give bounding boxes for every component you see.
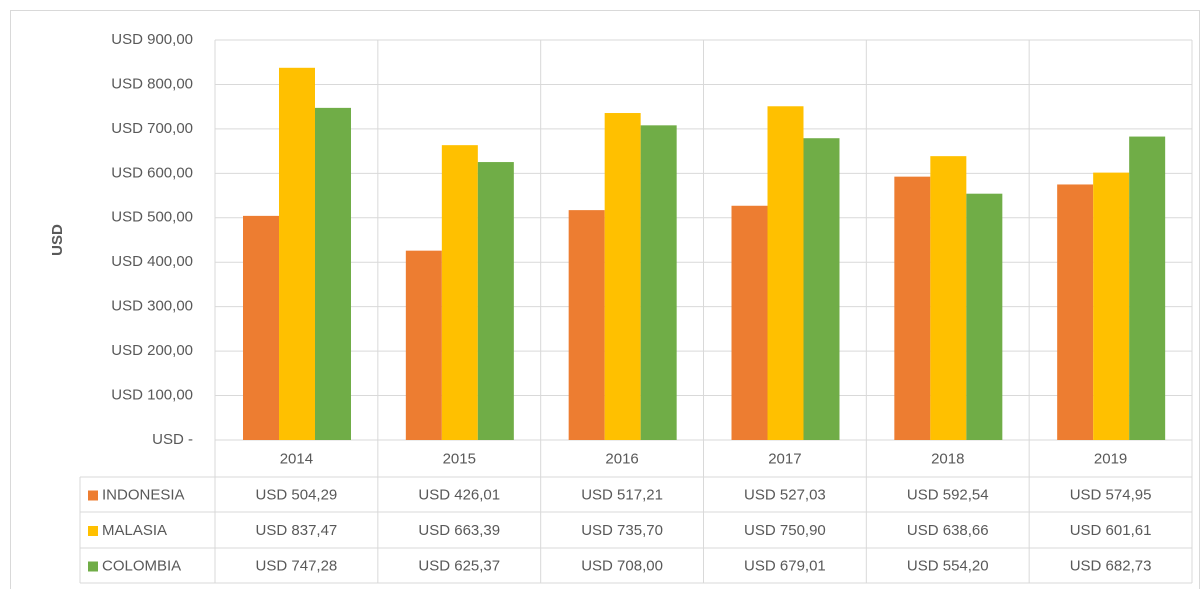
bar: [930, 156, 967, 440]
bar: [405, 250, 442, 440]
x-tick-label: 2015: [443, 450, 476, 467]
bar: [640, 125, 677, 440]
table-value: USD 574,95: [1070, 486, 1152, 503]
bar: [568, 210, 605, 440]
bar: [966, 193, 1003, 440]
y-tick-label: USD 400,00: [111, 253, 193, 270]
table-value: USD 504,29: [256, 486, 338, 503]
y-tick-label: USD 600,00: [111, 164, 193, 181]
bar: [477, 162, 514, 440]
y-tick-label: USD 100,00: [111, 387, 193, 404]
table-value: USD 592,54: [907, 486, 989, 503]
x-tick-label: 2016: [605, 450, 638, 467]
y-tick-label: USD 700,00: [111, 120, 193, 137]
legend-label: COLOMBIA: [102, 557, 181, 574]
y-tick-label: USD 200,00: [111, 342, 193, 359]
bar: [731, 205, 768, 440]
table-value: USD 527,03: [744, 486, 826, 503]
legend-label: INDONESIA: [102, 486, 185, 503]
bar: [441, 145, 478, 440]
table-value: USD 426,01: [418, 486, 500, 503]
table-value: USD 554,20: [907, 557, 989, 574]
bar: [1129, 136, 1166, 440]
table-value: USD 663,39: [418, 522, 500, 539]
table-value: USD 747,28: [256, 557, 338, 574]
bar: [243, 215, 279, 440]
table-value: USD 735,70: [581, 522, 663, 539]
x-tick-label: 2018: [931, 450, 964, 467]
bar: [767, 106, 804, 441]
table-value: USD 517,21: [581, 486, 663, 503]
bar: [604, 113, 641, 441]
table-value: USD 708,00: [581, 557, 663, 574]
table-value: USD 837,47: [256, 522, 338, 539]
y-axis-label: USD: [49, 224, 66, 256]
legend-swatch: [88, 526, 98, 536]
table-value: USD 682,73: [1070, 557, 1152, 574]
bar: [894, 176, 931, 440]
legend-swatch: [88, 490, 98, 501]
bar: [1093, 172, 1130, 440]
bar: [279, 67, 315, 441]
bar: [1057, 184, 1094, 440]
legend-swatch: [88, 561, 98, 572]
x-tick-label: 2014: [280, 450, 313, 467]
x-tick-label: 2019: [1094, 450, 1127, 467]
x-tick-label: 2017: [768, 450, 801, 467]
y-tick-label: USD -: [152, 431, 193, 448]
y-tick-label: USD 500,00: [111, 209, 193, 226]
legend-label: MALASIA: [102, 522, 167, 539]
y-tick-label: USD 800,00: [111, 75, 193, 92]
y-tick-label: USD 900,00: [111, 31, 193, 48]
table-value: USD 679,01: [744, 557, 826, 574]
table-value: USD 625,37: [418, 557, 500, 574]
table-value: USD 638,66: [907, 522, 989, 539]
bar: [315, 107, 351, 441]
bar: [803, 138, 840, 440]
y-tick-label: USD 300,00: [111, 298, 193, 315]
table-value: USD 750,90: [744, 522, 826, 539]
table-value: USD 601,61: [1070, 522, 1152, 539]
chart-border: [10, 10, 1200, 589]
